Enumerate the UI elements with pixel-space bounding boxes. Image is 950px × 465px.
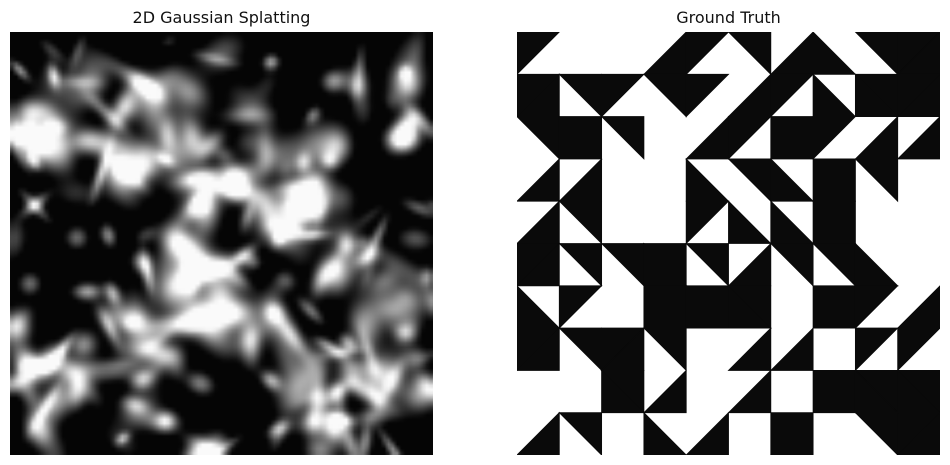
right-panel-title: Ground Truth xyxy=(517,8,940,28)
left-panel: 2D Gaussian Splatting xyxy=(10,0,433,465)
gaussian-splatting-image xyxy=(10,32,433,455)
ground-truth-image xyxy=(517,32,940,455)
right-panel: Ground Truth xyxy=(517,0,940,465)
left-panel-title: 2D Gaussian Splatting xyxy=(10,8,433,28)
